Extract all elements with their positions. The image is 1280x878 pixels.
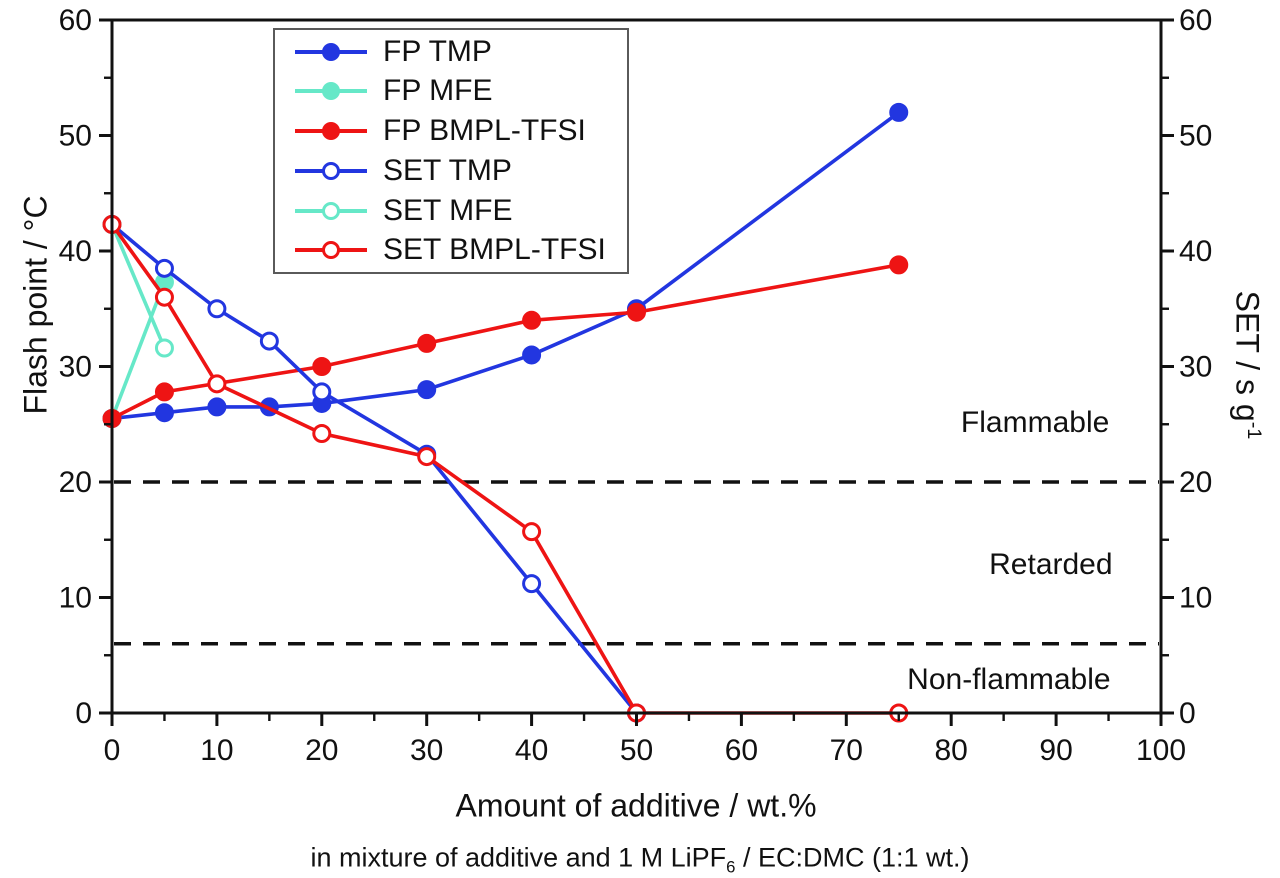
y-right-tick-label: 60 (1179, 4, 1212, 37)
y-left-tick-label: 40 (59, 235, 92, 268)
region-label-non-flammable: Non-flammable (907, 662, 1111, 696)
y-left-tick-label: 30 (59, 351, 92, 384)
y-right-tick-label: 40 (1179, 235, 1212, 268)
legend-item-fp-mfe: FP MFE (295, 73, 627, 109)
threshold-lines (114, 480, 1159, 646)
chart-subtitle: in mixture of additive and 1 M LiPF6 / E… (310, 842, 969, 877)
chart-subtitle-pre: in mixture of additive and 1 M LiPF (310, 842, 727, 873)
x-tick-label: 80 (935, 734, 968, 767)
x-tick-label: 60 (725, 734, 758, 767)
y-right-tick-label: 10 (1179, 582, 1212, 615)
data-point (522, 345, 542, 365)
data-point (627, 302, 646, 322)
data-point (417, 380, 437, 400)
legend-item-label: SET BMPL-TFSI (383, 233, 606, 267)
data-point (154, 338, 174, 358)
y-left-tick-label: 50 (59, 120, 92, 153)
data-point (207, 397, 227, 417)
data-point (312, 423, 332, 443)
legend-item-fp-tmp: FP TMP (295, 34, 627, 70)
series-fp-bmpl-tfsi (102, 255, 909, 428)
legend-item-set-bmpl-tfsi: SET BMPL-TFSI (295, 232, 627, 268)
x-tick-label: 40 (515, 734, 548, 767)
legend-marker-filled-icon (295, 113, 367, 149)
legend-item-label: FP TMP (383, 34, 492, 68)
series-line (110, 223, 167, 349)
data-point (417, 447, 437, 467)
legend-item-label: SET MFE (383, 193, 513, 227)
y-left-tick-label: 20 (59, 466, 92, 499)
y-axis-label-right-sup: -1 (1243, 421, 1266, 440)
y-left-tick-label: 0 (75, 697, 92, 730)
x-tick-label: 20 (305, 734, 338, 767)
data-point (154, 287, 174, 307)
y-right-tick-label: 20 (1179, 466, 1212, 499)
legend-item-label: FP MFE (383, 74, 493, 108)
data-point (207, 374, 227, 394)
y-axis-label-right: SET / s g-1 (1229, 291, 1266, 440)
chart-subtitle-sub: 6 (726, 857, 736, 877)
legend-marker-filled-icon (295, 73, 367, 109)
data-point (312, 382, 332, 402)
series-line (110, 223, 899, 715)
data-point (417, 333, 437, 353)
y-axis-label-right-base: SET / s g (1229, 290, 1266, 422)
legend-item-label: FP BMPL-TFSI (383, 114, 586, 148)
x-tick-label: 70 (830, 734, 863, 767)
data-point (522, 522, 542, 542)
legend-marker-open-icon (295, 232, 367, 268)
axis-ticks (99, 18, 1174, 726)
x-tick-label: 50 (620, 734, 653, 767)
chart-subtitle-post: / EC:DMC (1:1 wt.) (735, 842, 970, 873)
legend-marker-open-icon (295, 153, 367, 189)
y-right-tick-label: 0 (1179, 697, 1196, 730)
y-left-tick-label: 10 (59, 582, 92, 615)
data-point (207, 299, 227, 319)
y-right-tick-label: 50 (1179, 120, 1212, 153)
x-tick-label: 10 (200, 734, 233, 767)
data-point (522, 574, 542, 594)
data-point (522, 310, 542, 330)
data-point (259, 331, 279, 351)
series-line (110, 281, 167, 420)
y-left-tick-label: 60 (59, 4, 92, 37)
x-tick-label: 90 (1039, 734, 1072, 767)
series-line (111, 263, 900, 421)
data-point (889, 102, 909, 122)
x-tick-label: 100 (1136, 734, 1186, 767)
x-tick-label: 30 (410, 734, 443, 767)
region-label-retarded: Retarded (989, 548, 1113, 582)
x-tick-label: 0 (104, 734, 121, 767)
legend-marker-filled-icon (295, 34, 367, 70)
legend-item-fp-bmpl-tfsi: FP BMPL-TFSI (295, 113, 627, 149)
plot-border (110, 18, 1163, 715)
data-point (154, 258, 174, 278)
series-line (110, 223, 638, 715)
legend-item-set-tmp: SET TMP (295, 153, 627, 189)
legend-item-set-mfe: SET MFE (295, 193, 627, 229)
data-point (154, 382, 174, 402)
x-axis-label: Amount of additive / wt.% (455, 787, 817, 824)
y-axis-label-left: Flash point / °C (17, 195, 54, 415)
legend-item-label: SET TMP (383, 153, 512, 187)
y-right-tick-label: 30 (1179, 351, 1212, 384)
data-point (889, 255, 909, 275)
data-point (154, 403, 174, 423)
legend-marker-open-icon (295, 193, 367, 229)
legend: FP TMP FP MFE FP BMPL-TFSI SET TMP SET M… (273, 28, 629, 274)
region-label-flammable: Flammable (960, 406, 1110, 440)
data-point (312, 357, 332, 376)
